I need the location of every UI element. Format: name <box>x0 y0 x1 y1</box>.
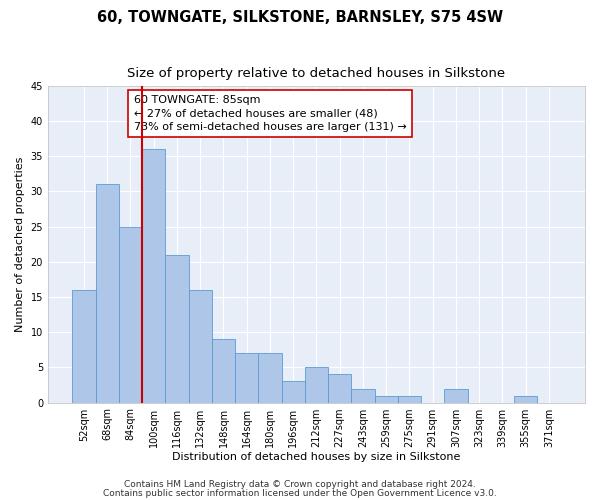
Bar <box>259 354 281 403</box>
Bar <box>235 354 259 403</box>
Bar <box>212 339 235 402</box>
Bar <box>328 374 352 402</box>
Bar <box>95 184 119 402</box>
Text: 60 TOWNGATE: 85sqm
← 27% of detached houses are smaller (48)
73% of semi-detache: 60 TOWNGATE: 85sqm ← 27% of detached hou… <box>134 96 407 132</box>
Bar <box>73 290 95 403</box>
Bar <box>142 149 166 403</box>
Bar <box>119 226 142 402</box>
Text: Contains HM Land Registry data © Crown copyright and database right 2024.: Contains HM Land Registry data © Crown c… <box>124 480 476 489</box>
Bar <box>352 388 374 402</box>
Bar <box>514 396 538 402</box>
Text: Contains public sector information licensed under the Open Government Licence v3: Contains public sector information licen… <box>103 488 497 498</box>
X-axis label: Distribution of detached houses by size in Silkstone: Distribution of detached houses by size … <box>172 452 461 462</box>
Bar <box>281 382 305 402</box>
Bar <box>305 368 328 402</box>
Bar <box>445 388 467 402</box>
Text: 60, TOWNGATE, SILKSTONE, BARNSLEY, S75 4SW: 60, TOWNGATE, SILKSTONE, BARNSLEY, S75 4… <box>97 10 503 25</box>
Title: Size of property relative to detached houses in Silkstone: Size of property relative to detached ho… <box>127 68 506 80</box>
Bar <box>166 255 188 402</box>
Bar <box>374 396 398 402</box>
Bar <box>188 290 212 403</box>
Bar <box>398 396 421 402</box>
Y-axis label: Number of detached properties: Number of detached properties <box>15 156 25 332</box>
